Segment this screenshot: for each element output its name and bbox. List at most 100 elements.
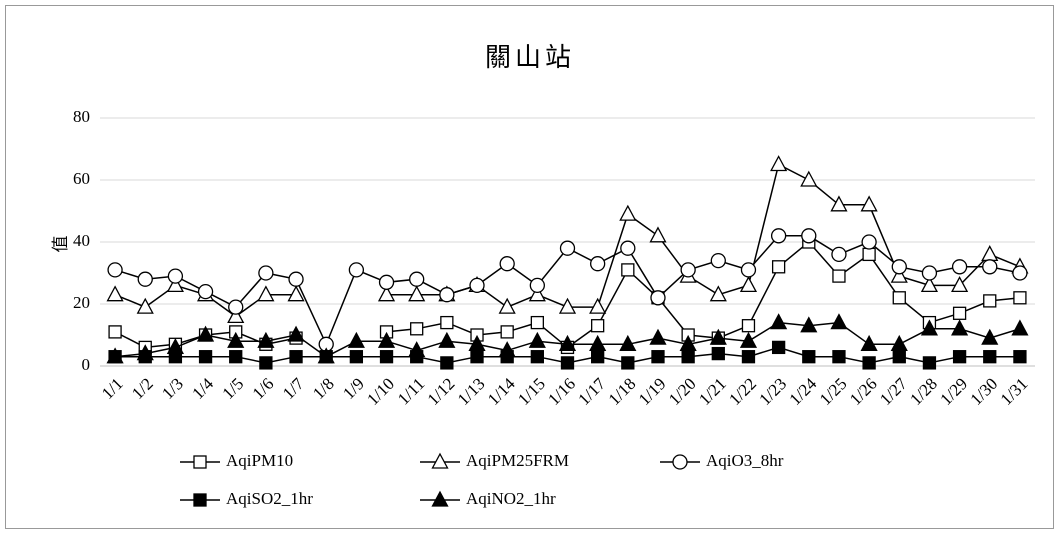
data-point xyxy=(679,334,697,351)
data-point xyxy=(229,350,243,364)
data-point xyxy=(198,350,213,364)
data-point xyxy=(651,350,665,364)
data-point xyxy=(349,350,364,364)
y-axis-label: 值 xyxy=(51,236,70,253)
data-point xyxy=(106,285,124,302)
data-point xyxy=(197,283,214,300)
y-tick-label: 40 xyxy=(73,231,90,250)
legend-label: AqiSO2_1hr xyxy=(226,489,313,508)
data-point xyxy=(770,155,788,172)
data-point xyxy=(832,269,846,283)
data-point xyxy=(983,294,997,308)
data-point xyxy=(862,356,876,370)
data-point xyxy=(619,334,637,351)
data-point xyxy=(860,334,878,351)
data-point xyxy=(498,297,516,314)
data-point xyxy=(440,315,454,330)
data-point xyxy=(107,262,123,278)
data-point xyxy=(1013,291,1027,305)
data-point xyxy=(740,262,757,278)
data-point xyxy=(800,170,818,187)
data-point xyxy=(589,297,607,314)
data-point xyxy=(890,266,908,283)
data-point xyxy=(951,319,969,336)
data-point xyxy=(530,350,544,364)
data-point xyxy=(288,271,304,287)
data-point xyxy=(680,262,696,278)
data-point xyxy=(558,334,577,351)
data-point xyxy=(108,325,122,339)
data-point xyxy=(802,350,816,364)
data-point xyxy=(560,356,575,370)
data-point xyxy=(528,331,546,348)
data-point xyxy=(951,259,968,275)
data-point xyxy=(470,350,484,364)
data-point xyxy=(106,347,124,364)
data-point xyxy=(409,271,425,287)
y-tick-label: 60 xyxy=(73,169,90,188)
data-point xyxy=(891,259,907,275)
data-point xyxy=(257,285,275,302)
data-point xyxy=(287,285,305,302)
data-point xyxy=(770,313,788,330)
data-point xyxy=(709,285,727,302)
data-point xyxy=(440,356,454,370)
data-point xyxy=(621,263,635,277)
data-point xyxy=(529,277,545,294)
data-point xyxy=(438,331,456,348)
data-point xyxy=(377,285,396,302)
data-point xyxy=(892,291,906,305)
data-point xyxy=(710,252,726,269)
data-point xyxy=(257,331,275,348)
data-point xyxy=(469,277,485,294)
data-point xyxy=(227,307,245,324)
data-point xyxy=(317,347,335,364)
data-point xyxy=(649,328,667,345)
data-point xyxy=(709,328,727,345)
data-point xyxy=(621,356,635,370)
data-point xyxy=(498,341,516,358)
data-point xyxy=(591,350,605,364)
data-point xyxy=(558,297,577,314)
chart-border xyxy=(5,5,1054,529)
data-point xyxy=(830,313,848,330)
legend-label: AqiO3_8hr xyxy=(706,451,784,470)
legend-label: AqiPM25FRM xyxy=(466,451,569,470)
data-point xyxy=(890,334,908,351)
data-point xyxy=(591,319,605,333)
data-point xyxy=(650,290,666,306)
data-point xyxy=(952,350,967,364)
data-point xyxy=(1013,350,1027,364)
data-point xyxy=(620,240,636,256)
y-tick-label: 20 xyxy=(73,293,90,312)
legend-label: AqiNO2_1hr xyxy=(466,489,556,508)
data-point xyxy=(228,299,244,315)
data-point xyxy=(227,331,245,348)
data-point xyxy=(711,346,725,361)
data-point xyxy=(530,315,544,330)
data-point xyxy=(468,334,486,351)
data-point xyxy=(559,240,576,256)
data-point xyxy=(377,331,396,348)
data-point xyxy=(921,265,938,281)
data-point xyxy=(952,306,967,320)
data-point xyxy=(920,276,939,293)
data-point xyxy=(408,341,426,358)
data-point xyxy=(982,259,998,275)
data-point xyxy=(379,350,394,364)
data-point xyxy=(347,331,365,348)
data-point xyxy=(619,204,637,221)
chart-title: 關山站 xyxy=(485,43,575,72)
data-point xyxy=(287,325,305,342)
data-point xyxy=(770,228,787,244)
data-point xyxy=(951,276,969,293)
data-point xyxy=(831,246,847,263)
legend-marker xyxy=(672,454,688,470)
data-point xyxy=(136,297,154,314)
legend-marker xyxy=(431,452,449,469)
y-tick-label: 80 xyxy=(73,107,90,126)
data-point xyxy=(1011,319,1029,336)
data-point xyxy=(528,285,546,302)
data-point xyxy=(739,331,758,348)
